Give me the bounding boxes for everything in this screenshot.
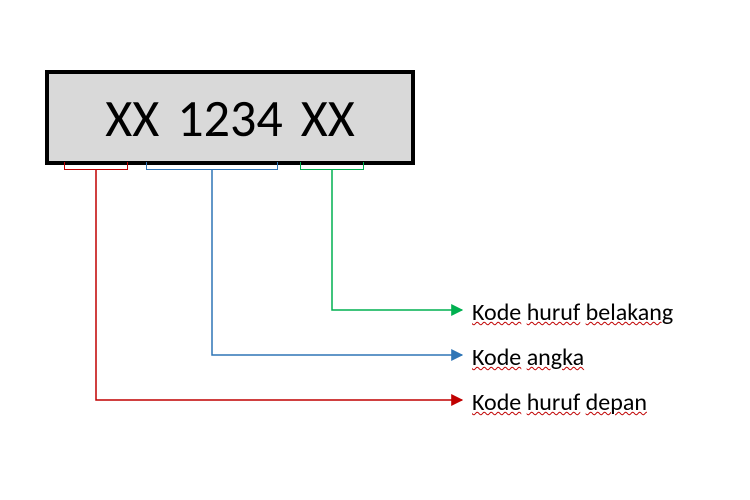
- plate-suffix: XX: [301, 92, 355, 144]
- label-prefix: Kode huruf depan: [472, 388, 647, 417]
- bracket-number: [146, 162, 278, 170]
- label-suffix: Kode huruf belakang: [472, 298, 673, 327]
- label-number: Kode angka: [472, 343, 584, 372]
- license-plate-box: XX 1234 XX: [45, 70, 415, 165]
- bracket-prefix: [64, 162, 128, 170]
- bracket-suffix: [300, 162, 364, 170]
- plate-number: 1234: [177, 92, 282, 144]
- plate-prefix: XX: [105, 92, 159, 144]
